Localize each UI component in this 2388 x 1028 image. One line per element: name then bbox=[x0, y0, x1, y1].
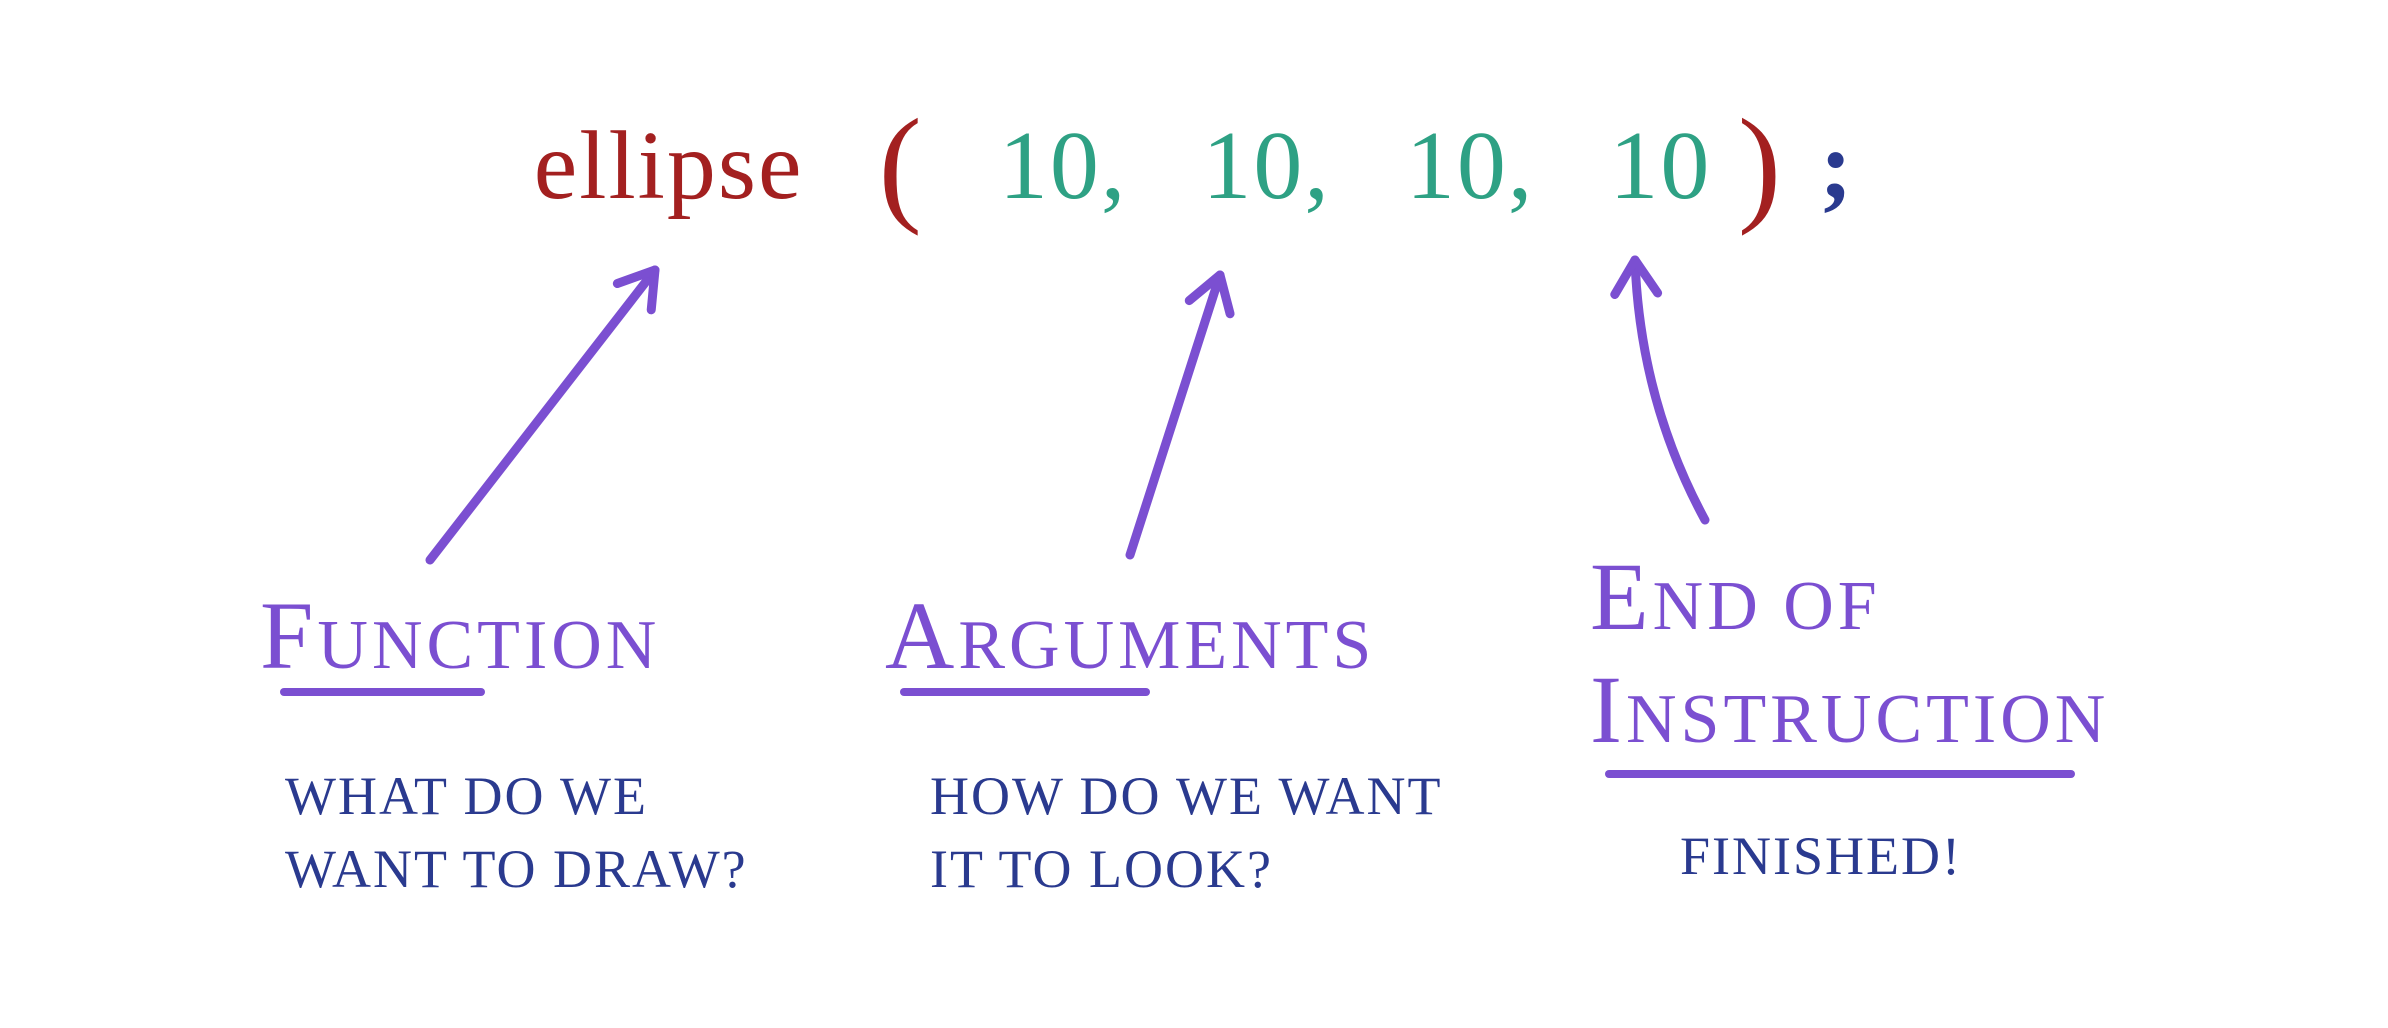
desc-end: FINISHED! bbox=[1680, 820, 1962, 893]
title-end: END OF INSTRUCTION bbox=[1590, 540, 2109, 767]
title-end-l2-rest: NSTRUCTION bbox=[1626, 681, 2109, 758]
desc-arguments: HOW DO WE WANT IT TO LOOK? bbox=[930, 760, 1442, 906]
title-arguments: ARGUMENTS bbox=[885, 580, 1375, 691]
desc-end-l1: FINISHED! bbox=[1680, 826, 1962, 886]
desc-arguments-l2: IT TO LOOK? bbox=[930, 839, 1273, 899]
title-function-rest: UNCTION bbox=[317, 607, 660, 684]
underline-end bbox=[1605, 770, 2075, 778]
desc-function: WHAT DO WE WANT TO DRAW? bbox=[285, 760, 748, 906]
desc-function-l2: WANT TO DRAW? bbox=[285, 839, 748, 899]
desc-function-l1: WHAT DO WE bbox=[285, 766, 648, 826]
title-function-big: F bbox=[260, 582, 317, 689]
title-arguments-big: A bbox=[885, 582, 958, 689]
title-function: FUNCTION bbox=[260, 580, 660, 691]
title-end-l1-big: E bbox=[1590, 543, 1653, 650]
title-end-l1-rest: ND OF bbox=[1653, 568, 1881, 645]
underline-arguments bbox=[900, 688, 1150, 696]
title-arguments-rest: RGUMENTS bbox=[958, 607, 1375, 684]
desc-arguments-l1: HOW DO WE WANT bbox=[930, 766, 1442, 826]
underline-function bbox=[280, 688, 485, 696]
title-end-l2-big: I bbox=[1590, 656, 1626, 763]
